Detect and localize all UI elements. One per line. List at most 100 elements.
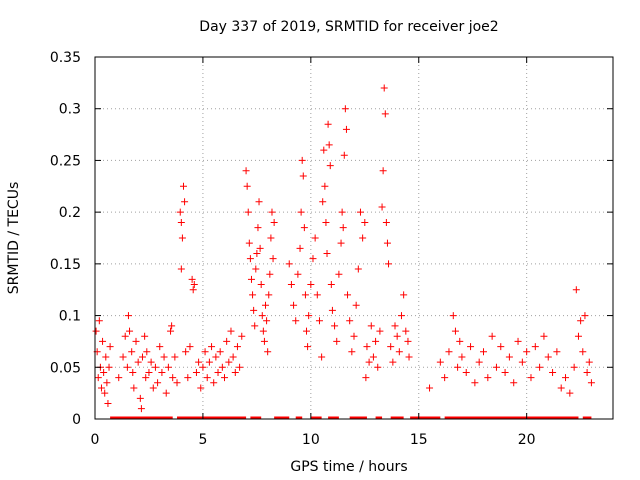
y-tick-label: 0.2 — [59, 205, 81, 221]
data-point — [536, 363, 544, 371]
data-point — [238, 332, 246, 340]
data-point — [255, 198, 263, 206]
data-point — [405, 353, 413, 361]
data-point — [456, 337, 464, 345]
y-tick-label: 0.1 — [59, 309, 81, 325]
data-point — [229, 353, 237, 361]
data-point — [182, 348, 190, 356]
data-point — [426, 384, 434, 392]
data-point — [265, 291, 273, 299]
data-point — [177, 218, 185, 226]
data-point — [467, 343, 475, 351]
data-point — [301, 291, 309, 299]
data-point — [510, 379, 518, 387]
data-point — [570, 363, 578, 371]
data-point — [260, 337, 268, 345]
data-point — [130, 384, 138, 392]
data-point — [307, 281, 315, 289]
data-point — [441, 374, 449, 382]
data-point — [374, 363, 382, 371]
data-point — [208, 343, 216, 351]
data-point — [362, 374, 370, 382]
data-point — [557, 384, 565, 392]
data-point — [303, 327, 311, 335]
data-point — [395, 348, 403, 356]
data-point — [566, 389, 574, 397]
data-point — [577, 317, 585, 325]
data-point — [523, 348, 531, 356]
data-point — [221, 374, 228, 382]
data-point — [94, 374, 102, 382]
data-point — [356, 208, 364, 216]
x-tick-label: 0 — [91, 432, 100, 448]
data-point — [158, 368, 166, 376]
data-point — [531, 343, 539, 351]
data-point — [126, 327, 134, 335]
data-point — [143, 348, 151, 356]
data-point — [176, 208, 184, 216]
data-point — [104, 399, 112, 407]
data-point — [365, 358, 373, 366]
data-point — [106, 343, 114, 351]
data-point — [256, 244, 264, 252]
data-point — [244, 208, 252, 216]
data-point — [236, 363, 244, 371]
data-point — [318, 353, 326, 361]
data-point — [380, 84, 388, 92]
data-point — [572, 286, 580, 294]
data-point — [497, 343, 505, 351]
data-point — [527, 374, 535, 382]
data-point — [164, 363, 172, 371]
data-point — [341, 105, 349, 113]
data-point — [449, 312, 457, 320]
data-point — [553, 348, 561, 356]
data-point — [319, 198, 327, 206]
data-point — [243, 182, 251, 190]
data-point — [162, 389, 170, 397]
data-point — [585, 358, 593, 366]
data-point — [177, 265, 185, 273]
data-point — [142, 374, 150, 382]
data-point — [350, 332, 358, 340]
data-point — [100, 368, 108, 376]
data-point — [359, 234, 367, 242]
data-point — [518, 358, 526, 366]
data-point — [382, 218, 390, 226]
data-point — [337, 239, 345, 247]
data-point — [267, 234, 275, 242]
axis-ticks: 0 0.05 0.1 0.15 0.2 0.25 0.3 0.35 0 5 10 15 20 — [50, 50, 613, 448]
data-point — [201, 348, 209, 356]
data-point — [335, 270, 343, 278]
data-point — [92, 327, 100, 335]
data-point — [287, 281, 295, 289]
x-axis-label: GPS time / hours — [290, 459, 407, 475]
data-point — [309, 255, 317, 263]
data-point — [250, 306, 258, 314]
data-point — [378, 203, 386, 211]
data-point — [154, 379, 162, 387]
data-point — [179, 182, 187, 190]
data-point — [212, 353, 220, 361]
data-point — [298, 156, 306, 164]
data-point — [258, 312, 266, 320]
data-point — [249, 291, 257, 299]
data-point — [227, 327, 235, 335]
data-point — [327, 281, 335, 289]
data-point — [160, 353, 168, 361]
data-point — [263, 317, 271, 325]
data-point — [315, 317, 323, 325]
data-point — [458, 353, 466, 361]
data-point — [320, 146, 328, 154]
data-point — [262, 301, 270, 309]
x-tick-label: 15 — [410, 432, 428, 448]
data-point — [381, 110, 389, 118]
data-point — [300, 224, 308, 232]
data-point — [354, 265, 362, 273]
data-point — [254, 224, 262, 232]
data-point — [323, 250, 331, 258]
data-point — [294, 270, 302, 278]
data-point — [247, 275, 255, 283]
data-point — [97, 384, 105, 392]
data-point — [216, 348, 224, 356]
